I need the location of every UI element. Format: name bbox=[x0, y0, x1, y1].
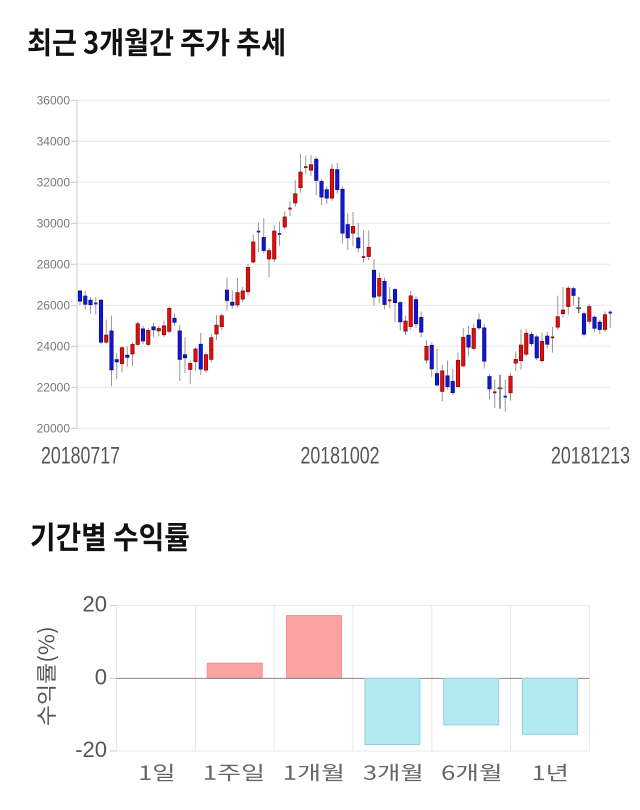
svg-text:36000: 36000 bbox=[37, 94, 71, 108]
svg-text:28000: 28000 bbox=[37, 258, 71, 272]
svg-text:32000: 32000 bbox=[37, 176, 71, 190]
svg-text:34000: 34000 bbox=[37, 135, 71, 149]
svg-text:22000: 22000 bbox=[37, 381, 71, 395]
svg-text:0: 0 bbox=[95, 664, 107, 689]
svg-text:-20: -20 bbox=[75, 737, 107, 762]
svg-text:26000: 26000 bbox=[37, 299, 71, 313]
svg-text:20180717: 20180717 bbox=[41, 443, 120, 470]
svg-text:20: 20 bbox=[83, 591, 107, 616]
svg-text:20181002: 20181002 bbox=[301, 443, 380, 470]
svg-text:20181213: 20181213 bbox=[551, 443, 630, 470]
svg-text:24000: 24000 bbox=[37, 340, 71, 354]
svg-text:30000: 30000 bbox=[37, 217, 71, 231]
svg-text:20000: 20000 bbox=[37, 422, 71, 436]
